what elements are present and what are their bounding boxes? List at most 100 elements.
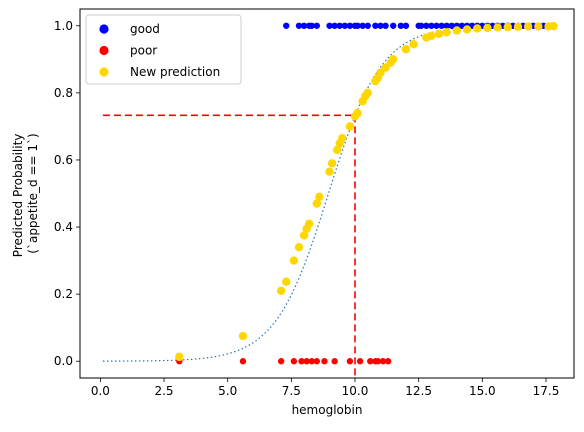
point-good bbox=[326, 22, 333, 29]
point-new-prediction bbox=[427, 31, 436, 41]
y-tick-label: 0.0 bbox=[54, 354, 73, 368]
point-poor bbox=[321, 358, 328, 365]
point-new-prediction bbox=[345, 122, 355, 131]
point-good bbox=[418, 22, 425, 29]
point-poor bbox=[384, 358, 392, 365]
legend: good poor New prediction bbox=[85, 14, 242, 85]
point-new-prediction bbox=[363, 88, 372, 98]
point-poor bbox=[374, 358, 382, 365]
point-new-prediction bbox=[409, 40, 418, 49]
point-poor bbox=[367, 358, 374, 365]
point-new-prediction bbox=[338, 133, 347, 143]
plot-marks bbox=[102, 21, 558, 378]
point-new-prediction bbox=[315, 192, 324, 202]
point-poor bbox=[356, 358, 364, 365]
y-tick-label: 0.2 bbox=[54, 287, 73, 301]
point-poor bbox=[346, 358, 354, 365]
x-tick-label: 12.5 bbox=[405, 384, 432, 398]
point-good bbox=[443, 22, 450, 29]
point-good bbox=[354, 22, 361, 29]
legend-marker bbox=[99, 67, 109, 77]
x-axis: 0.0 2.5 5.0 7.5 10.0 12.5 15.0 17.5 bbox=[91, 378, 560, 398]
point-new-prediction bbox=[523, 22, 533, 31]
legend-box bbox=[85, 14, 242, 85]
y-tick-label: 1.0 bbox=[54, 19, 73, 33]
point-poor bbox=[379, 358, 387, 365]
point-poor bbox=[308, 358, 315, 365]
point-good bbox=[428, 22, 435, 29]
point-new-prediction bbox=[332, 145, 342, 155]
point-new-prediction bbox=[299, 231, 309, 240]
point-new-prediction bbox=[462, 25, 472, 34]
y-tick-label: 0.8 bbox=[54, 86, 73, 100]
point-new-prediction bbox=[534, 22, 543, 31]
legend-marker bbox=[99, 45, 109, 56]
x-tick-label: 5.0 bbox=[218, 384, 237, 398]
point-new-prediction bbox=[401, 45, 411, 54]
point-good bbox=[423, 22, 430, 29]
point-new-prediction bbox=[294, 242, 304, 252]
point-good bbox=[433, 22, 440, 29]
point-new-prediction bbox=[442, 27, 451, 37]
point-new-prediction bbox=[282, 277, 291, 286]
point-good bbox=[295, 22, 303, 29]
y-axis-label-line-2: (`appetite_d == 1`) bbox=[26, 133, 40, 253]
point-good bbox=[438, 22, 445, 29]
legend-label: poor bbox=[130, 44, 157, 58]
point-good bbox=[283, 22, 290, 29]
point-poor bbox=[277, 358, 285, 365]
point-new-prediction bbox=[389, 55, 398, 64]
point-new-prediction bbox=[473, 24, 482, 33]
point-poor bbox=[298, 358, 305, 365]
point-poor bbox=[290, 358, 298, 365]
x-axis-label: hemoglobin bbox=[292, 403, 363, 417]
x-tick-label: 2.5 bbox=[154, 384, 173, 398]
y-tick-label: 0.6 bbox=[54, 153, 73, 167]
y-axis-label: Predicted Probability (`appetite_d == 1`… bbox=[11, 130, 40, 257]
point-good bbox=[308, 22, 315, 29]
point-good bbox=[331, 22, 338, 29]
point-good bbox=[313, 22, 321, 29]
point-good bbox=[336, 22, 343, 29]
x-tick-label: 0.0 bbox=[91, 384, 110, 398]
point-good bbox=[402, 22, 410, 29]
point-good bbox=[448, 22, 455, 29]
point-poor bbox=[303, 358, 310, 365]
x-tick-label: 10.0 bbox=[342, 384, 369, 398]
x-tick-label: 15.0 bbox=[469, 384, 496, 398]
point-new-prediction bbox=[493, 23, 502, 32]
point-good bbox=[300, 22, 308, 29]
point-poor bbox=[331, 358, 338, 365]
legend-marker bbox=[99, 24, 109, 34]
y-axis-label-line-1: Predicted Probability bbox=[11, 134, 25, 258]
point-good bbox=[382, 22, 389, 29]
point-new-prediction bbox=[513, 22, 523, 31]
point-new-prediction bbox=[312, 199, 322, 208]
point-good bbox=[397, 22, 405, 29]
point-poor bbox=[239, 358, 247, 365]
legend-label: New prediction bbox=[130, 65, 220, 79]
point-good bbox=[341, 22, 349, 29]
point-good bbox=[364, 22, 371, 29]
point-new-prediction bbox=[289, 256, 299, 265]
point-new-prediction bbox=[434, 29, 444, 39]
point-good bbox=[377, 22, 384, 29]
x-tick-label: 7.5 bbox=[282, 384, 301, 398]
y-axis: 0.0 0.2 0.4 0.6 0.8 1.0 bbox=[54, 19, 80, 368]
point-new-prediction bbox=[549, 21, 558, 31]
point-new-prediction bbox=[276, 286, 286, 295]
point-new-prediction bbox=[238, 331, 248, 341]
x-tick-label: 17.5 bbox=[533, 384, 560, 398]
point-new-prediction bbox=[483, 23, 492, 32]
point-new-prediction bbox=[325, 167, 334, 176]
point-new-prediction bbox=[452, 26, 462, 35]
point-new-prediction bbox=[304, 219, 314, 228]
point-good bbox=[390, 22, 397, 29]
point-good bbox=[372, 22, 379, 29]
y-tick-label: 0.4 bbox=[54, 220, 73, 234]
point-poor bbox=[313, 358, 321, 365]
point-good bbox=[346, 22, 354, 29]
legend-label: good bbox=[130, 22, 160, 36]
point-new-prediction bbox=[353, 108, 362, 118]
